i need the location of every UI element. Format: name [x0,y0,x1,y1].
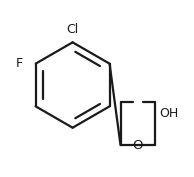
Text: OH: OH [159,107,178,120]
Text: O: O [133,139,143,152]
Text: Cl: Cl [67,23,79,36]
Text: F: F [16,57,23,70]
